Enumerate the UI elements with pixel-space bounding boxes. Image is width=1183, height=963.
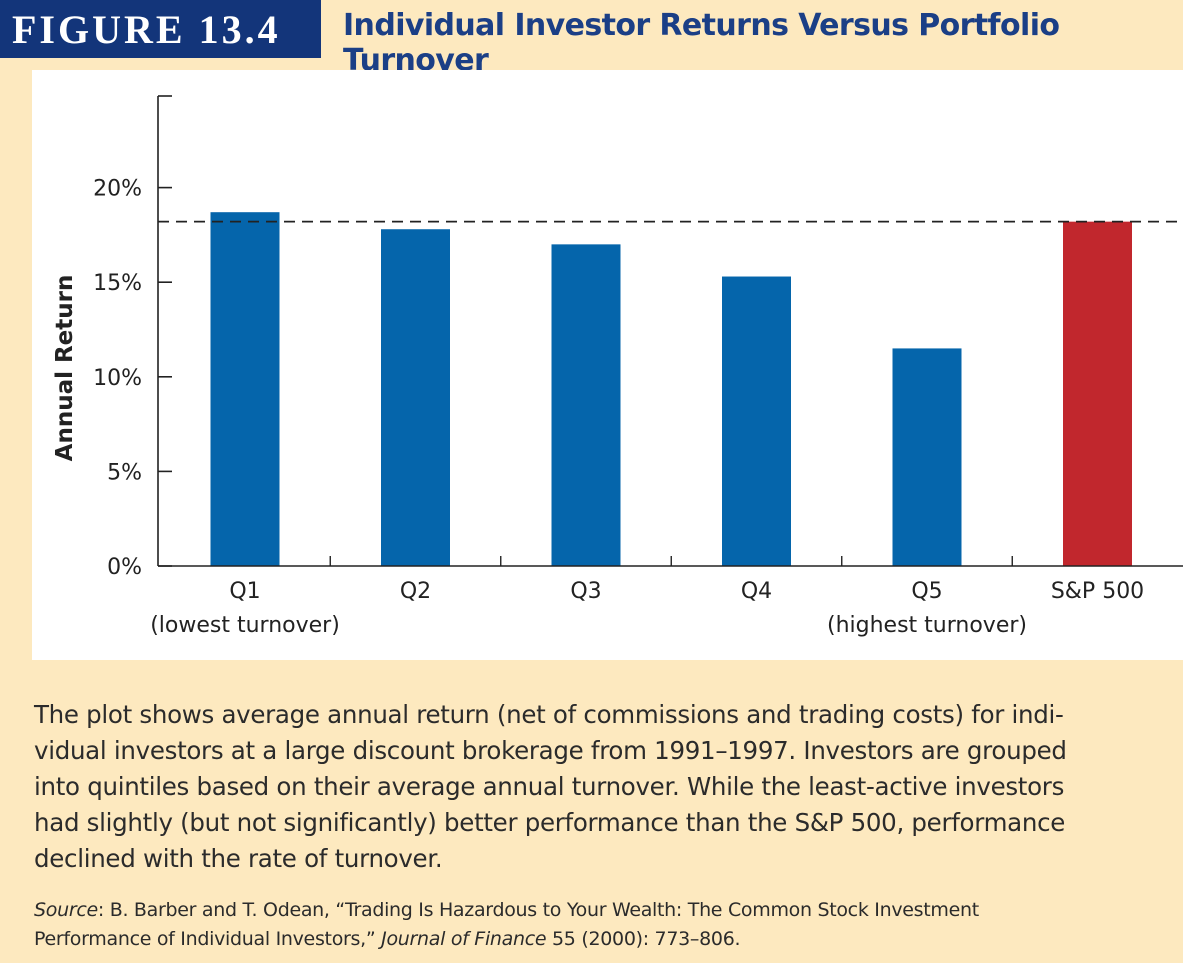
source-text-1: : B. Barber and T. Odean, “Trading Is Ha… — [97, 899, 979, 921]
source-text-2: Performance of Individual Investors,” — [34, 928, 376, 950]
bar-q1 — [210, 212, 280, 567]
bars — [210, 212, 1132, 567]
bar-q2 — [381, 229, 450, 566]
x-tick-label: Q4 — [741, 579, 772, 604]
source-journal: Journal of Finance — [381, 928, 547, 950]
bar-s-p-500 — [1063, 221, 1132, 566]
bar-q3 — [551, 244, 621, 567]
figure-caption: The plot shows average annual return (ne… — [34, 697, 1164, 877]
caption-line: had slightly (but not significantly) bet… — [34, 808, 1066, 837]
y-tick-label: 5% — [107, 460, 142, 485]
x-tick-label: Q5 — [911, 579, 942, 604]
y-tick-label: 0% — [107, 555, 142, 580]
y-axis: 0% 5% 10% 15% 20% — [93, 95, 172, 580]
x-tick-label: S&P 500 — [1051, 579, 1144, 604]
source-line-2: Performance of Individual Investors,” Jo… — [34, 925, 1154, 954]
y-tick-label: 15% — [93, 271, 142, 296]
y-tick-label: 10% — [93, 366, 142, 391]
x-tick-sublabel: (highest turnover) — [827, 613, 1027, 638]
y-tick-label: 20% — [93, 177, 142, 202]
chart-panel: 0% 5% 10% 15% 20% Q1 (lowest turnover) Q2 Q3 Q4 Q… — [32, 70, 1183, 660]
figure-label: FIGURE 13.4 — [0, 0, 321, 58]
x-tick-label: Q1 — [229, 579, 260, 604]
figure-header: FIGURE 13.4 Individual Investor Returns … — [0, 0, 1183, 78]
source-label: Source — [34, 899, 98, 921]
x-tick-label: Q2 — [400, 579, 431, 604]
x-tick-sublabel: (lowest turnover) — [150, 613, 340, 638]
source-citation: Source: B. Barber and T. Odean, “Trading… — [34, 896, 1154, 954]
bar-q5 — [892, 348, 962, 566]
figure-title: Individual Investor Returns Versus Portf… — [343, 8, 1060, 78]
caption-line: The plot shows average annual return (ne… — [34, 700, 1064, 729]
source-text-3: 55 (2000): 773–806. — [546, 928, 741, 950]
caption-line: into quintiles based on their average an… — [34, 772, 1065, 801]
x-tick-label: Q3 — [570, 579, 601, 604]
bar-chart: 0%5%10%15%20% Q1(lowest turnover)Q2 Q3 Q4 Q… — [52, 95, 1183, 638]
x-axis: Q1 (lowest turnover) Q2 Q3 Q4 Q5 (highest turn… — [150, 556, 1183, 638]
source-line-1: Source: B. Barber and T. Odean, “Trading… — [34, 896, 1154, 925]
caption-line: declined with the rate of turnover. — [34, 844, 443, 873]
y-axis-label: Annual Return — [52, 275, 78, 462]
caption-line: vidual investors at a large discount bro… — [34, 736, 1067, 765]
bar-q4 — [722, 276, 791, 566]
